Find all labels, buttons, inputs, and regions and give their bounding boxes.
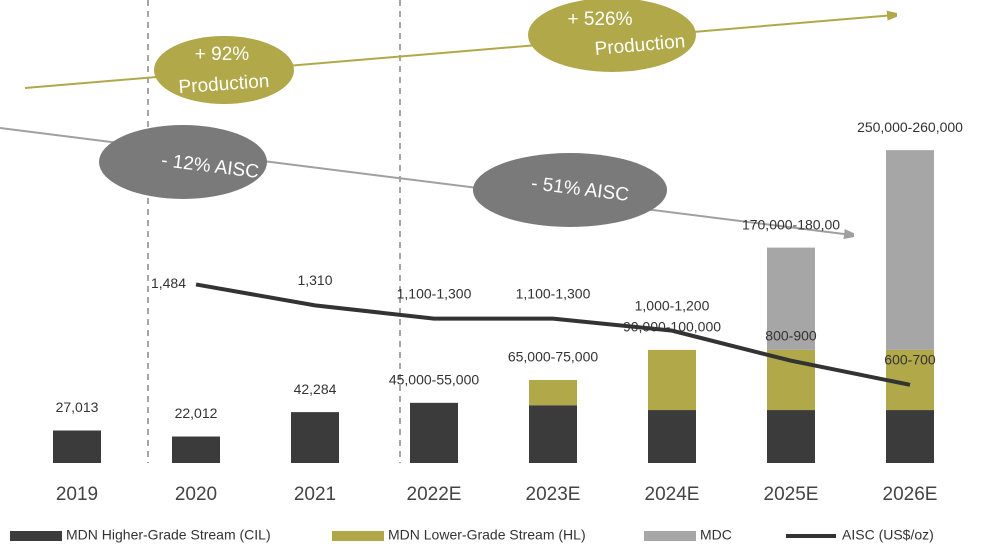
- annotation: + 526%: [568, 9, 633, 30]
- line: [195, 282, 911, 387]
- line-label: 1,484: [151, 275, 186, 291]
- x-tick-label: 2025E: [764, 484, 819, 505]
- legend-swatch: [332, 531, 384, 541]
- line-label: 800-900: [765, 327, 817, 343]
- x-tick-label: 2024E: [645, 484, 700, 505]
- x-tick-label: 2020: [175, 484, 217, 505]
- bar-segment: [886, 410, 934, 463]
- legend-label: MDN Higher-Grade Stream (CIL): [66, 527, 271, 543]
- bar-segment: [53, 430, 101, 463]
- legend-label: MDN Lower-Grade Stream (HL): [388, 527, 586, 543]
- bar-segment: [648, 410, 696, 463]
- legend-swatch: [644, 531, 696, 541]
- annotation-ellipse: [528, 0, 696, 72]
- annotation: + 92%: [195, 44, 250, 65]
- line-label: 600-700: [884, 351, 936, 367]
- x-tick-label: 2023E: [526, 484, 581, 505]
- bar-segment: [291, 412, 339, 463]
- bar-segment: [767, 247, 815, 350]
- bar-segment: [529, 379, 577, 406]
- x-tick-label: 2019: [56, 484, 98, 505]
- bar-segment: [648, 349, 696, 411]
- bar-segment: [886, 150, 934, 350]
- total-label: 22,012: [175, 405, 218, 421]
- total-label: 250,000-260,000: [857, 119, 963, 135]
- total-label: 42,284: [294, 381, 337, 397]
- total-label: 27,013: [56, 399, 99, 415]
- line-label: 1,310: [297, 272, 332, 288]
- annotation-ellipse: [473, 153, 667, 227]
- production-arrow: [24, 15, 895, 89]
- legend-label: MDC: [700, 527, 732, 543]
- bar-segment: [767, 410, 815, 463]
- total-label: 45,000-55,000: [389, 372, 480, 388]
- total-label: 65,000-75,000: [508, 349, 599, 365]
- total-label: 170,000-180,00: [742, 216, 840, 232]
- legend-swatch: [10, 531, 62, 541]
- bar-segment: [529, 405, 577, 463]
- x-tick-label: 2021: [294, 484, 336, 505]
- legend-label: AISC (US$/oz): [842, 527, 934, 543]
- x-tick-label: 2022E: [407, 484, 462, 505]
- x-tick-label: 2026E: [883, 484, 938, 505]
- bar-segment: [172, 436, 220, 463]
- annotation-ellipse: [99, 125, 267, 199]
- line-label: 1,000-1,200: [635, 297, 710, 313]
- line-label: 1,100-1,300: [516, 285, 591, 301]
- bar-segment: [410, 402, 458, 463]
- annotation-ellipse: [154, 36, 294, 104]
- total-label: 90,000-100,000: [623, 319, 721, 335]
- line-label: 1,100-1,300: [397, 285, 472, 301]
